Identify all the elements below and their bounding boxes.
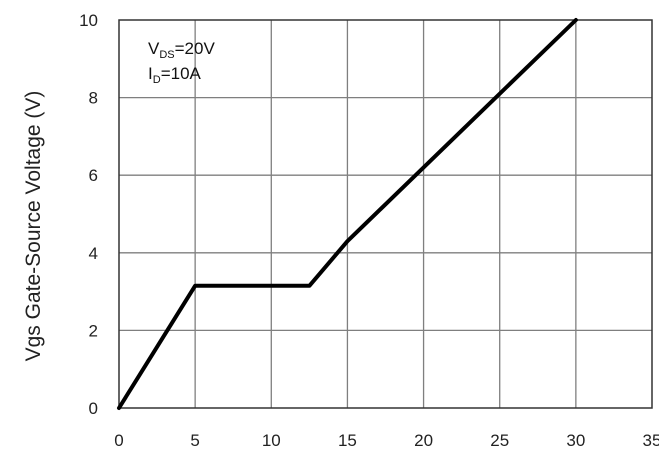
y-tick-label: 10 [79, 11, 98, 30]
annotation-vds: VDS=20V [148, 39, 215, 61]
x-tick-label: 0 [114, 431, 123, 450]
y-tick-label: 2 [89, 321, 98, 340]
x-tick-label: 20 [414, 431, 433, 450]
y-tick-label: 0 [89, 399, 98, 418]
x-tick-labels: 0 5 10 15 20 25 30 35 [114, 431, 659, 450]
series [117, 18, 578, 410]
annotation-id: ID=10A [148, 64, 202, 86]
x-tick-label: 5 [190, 431, 199, 450]
y-tick-labels: 0 2 4 6 8 10 [79, 11, 98, 418]
y-tick-label: 6 [89, 166, 98, 185]
grid [119, 20, 652, 408]
x-tick-label: 15 [338, 431, 357, 450]
x-tick-label: 35 [643, 431, 659, 450]
y-tick-label: 8 [89, 89, 98, 108]
axes [118, 19, 653, 409]
y-tick-label: 4 [89, 244, 98, 263]
series-line-0 [117, 18, 578, 410]
x-tick-label: 10 [262, 431, 281, 450]
plot-frame [118, 19, 653, 409]
x-tick-label: 25 [490, 431, 509, 450]
x-tick-label: 30 [566, 431, 585, 450]
y-axis-label: Vgs Gate-Source Voltage (V) [22, 91, 45, 362]
